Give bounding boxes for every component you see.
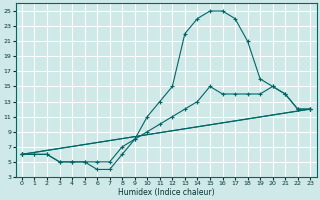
X-axis label: Humidex (Indice chaleur): Humidex (Indice chaleur) xyxy=(118,188,214,197)
